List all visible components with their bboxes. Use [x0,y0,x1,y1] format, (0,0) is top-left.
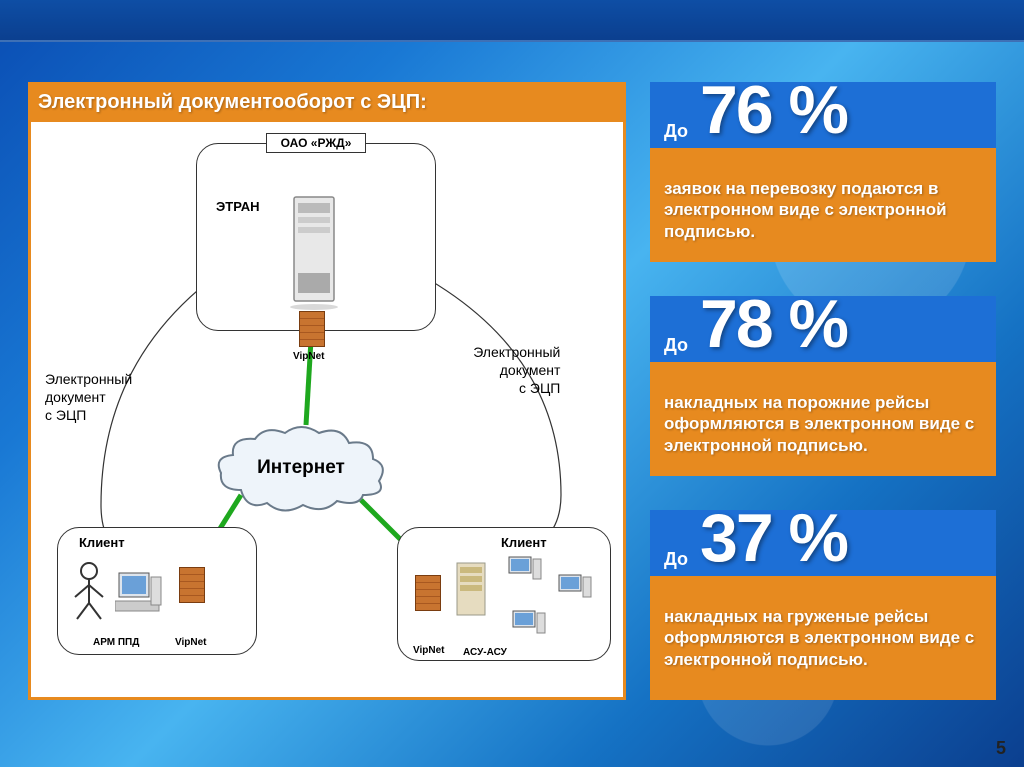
page-number: 5 [996,738,1006,759]
panel-title: Электронный документооборот с ЭЦП: [28,82,626,122]
stat-bot-1: заявок на перевозку подаются в электронн… [650,148,996,262]
desc-2: накладных на порожние рейсы оформляются … [664,392,982,456]
stat-top-1: До 76 % [650,82,996,148]
pct-1: 76 % [700,76,847,144]
firewall-top-icon [299,311,325,347]
network-diagram: ОАО «РЖД» ЭТРАН VipNet Интернет Эле [41,125,613,687]
pc-r3-icon [511,609,547,639]
cloud-label: Интернет [211,457,391,479]
pct-3: 37 % [700,504,847,572]
etran-label: ЭТРАН [216,199,260,214]
vipnet-top: VipNet [293,351,325,362]
internet-cloud: Интернет [211,425,391,515]
client-left-title: Клиент [79,535,125,550]
rack-icon [451,561,491,621]
top-bar [0,0,1024,42]
edoc-left-l2: документ [45,389,106,405]
do-3: До [664,549,688,570]
edoc-left: Электронный документ с ЭЦП [45,370,132,425]
pc-r2-icon [557,573,593,603]
edoc-left-l3: с ЭЦП [45,407,86,423]
node-rzd-title-box: ОАО «РЖД» [266,133,366,153]
stat-card-3: До 37 % накладных на груженые рейсы офор… [650,510,996,700]
person-icon [71,561,107,621]
edoc-right-l3: с ЭЦП [469,380,560,396]
do-2: До [664,335,688,356]
server-icon [286,193,342,311]
do-1: До [664,121,688,142]
vipnet-left: VipNet [175,637,207,648]
pct-2: 78 % [700,290,847,358]
stat-top-2: До 78 % [650,296,996,362]
desc-3: накладных на груженые рейсы оформляются … [664,606,982,670]
arm-ppd: АРМ ППД [93,637,139,648]
edoc-left-l1: Электронный [45,371,132,387]
stat-top-3: До 37 % [650,510,996,576]
diagram-panel: Электронный документооборот с ЭЦП: ОАО «… [28,82,626,700]
firewall-right-icon [415,575,441,611]
pc-r1-icon [507,555,543,585]
acy-acy: АСУ-АСУ [463,647,507,658]
edoc-right: Электронный документ с ЭЦП [469,343,560,398]
vipnet-right: VipNet [413,645,445,656]
edoc-right-l2: документ [478,362,561,378]
edoc-right-l1: Электронный [473,344,560,360]
stat-bot-3: накладных на груженые рейсы оформляются … [650,576,996,700]
stat-card-2: До 78 % накладных на порожние рейсы офор… [650,296,996,476]
pc-left-icon [115,571,163,615]
stat-card-1: До 76 % заявок на перевозку подаются в э… [650,82,996,262]
client-right-title: Клиент [501,535,547,550]
stat-bot-2: накладных на порожние рейсы оформляются … [650,362,996,476]
desc-1: заявок на перевозку подаются в электронн… [664,178,982,242]
firewall-left-icon [179,567,205,603]
